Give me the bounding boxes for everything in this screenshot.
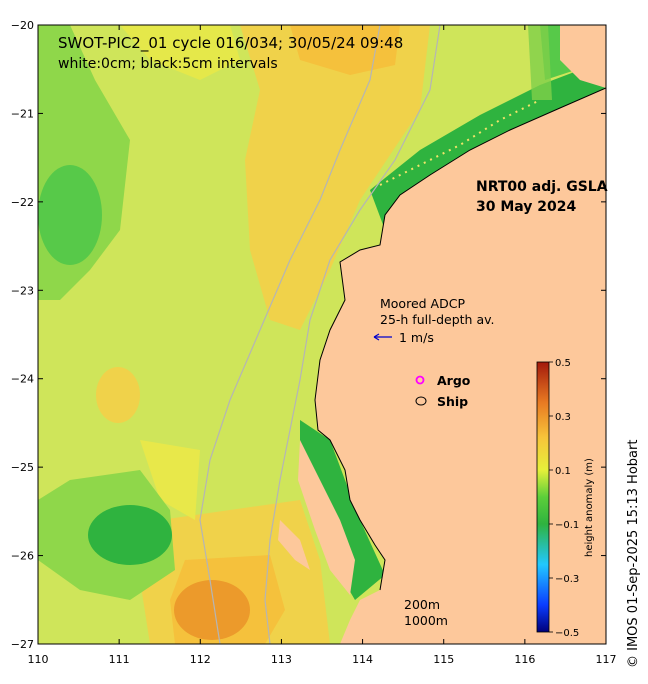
y-tick-label: −21: [11, 107, 34, 120]
depth-label-1000m: 1000m: [404, 613, 448, 628]
x-axis: 110 111 112 113 114 115 116 117: [28, 25, 617, 666]
colorbar-tick-label: 0.5: [555, 358, 571, 369]
arrow-head-icon: [373, 333, 380, 341]
swot-swath: [528, 25, 552, 100]
y-tick-label: −26: [11, 550, 34, 563]
y-tick-label: −22: [11, 196, 34, 209]
product-line-1: NRT00 adj. GSLA: [476, 179, 608, 195]
light-zone-nw: [120, 25, 240, 80]
y-axis: −20 −21 −22 −23 −24 −25 −26 −27: [11, 19, 606, 651]
land-northeast: [560, 25, 606, 88]
adcp-line-1: Moored ADCP: [380, 296, 465, 311]
land-australia: [315, 88, 606, 644]
colorbar-tick-label: 0.1: [555, 466, 571, 477]
title-line-2: white:0cm; black:5cm intervals: [58, 56, 278, 72]
x-tick-label: 115: [433, 653, 454, 666]
contour-200m: [264, 25, 441, 644]
x-tick-label: 113: [271, 653, 292, 666]
product-line-2: 30 May 2024: [476, 199, 577, 215]
shelf-band-gulf: [300, 420, 385, 600]
ship-marker-icon: [415, 396, 427, 406]
colorbar-tick-label: −0.3: [555, 574, 579, 585]
colorbar-tick-label: −0.5: [555, 628, 579, 639]
colorbar-ticks: 0.5 0.3 0.1 −0.1 −0.3 −0.5: [549, 358, 579, 639]
y-tick-label: −27: [11, 638, 34, 651]
y-tick-label: −25: [11, 461, 34, 474]
y-tick-label: −24: [11, 373, 34, 386]
map-area: [38, 25, 606, 644]
warm-zone-north: [240, 25, 430, 330]
depth-label-200m: 200m: [404, 597, 440, 612]
x-tick-label: 114: [352, 653, 373, 666]
legend-ship: Ship: [437, 394, 468, 409]
credit-text: © IMOS 01-Sep-2025 15:13 Hobart: [626, 440, 641, 668]
x-tick-label: 117: [596, 653, 617, 666]
title-line-1: SWOT-PIC2_01 cycle 016/034; 30/05/24 09:…: [58, 34, 403, 53]
legend-argo: Argo: [437, 373, 471, 388]
cool-eddy-west: [38, 165, 102, 265]
colorbar-tick-label: −0.1: [555, 520, 579, 531]
warm-eddy-west: [96, 367, 140, 423]
x-tick-label: 111: [109, 653, 130, 666]
glider-track: [379, 99, 541, 186]
adcp-line-2: 25-h full-depth av.: [380, 312, 495, 327]
colorbar-title: height anomaly (m): [584, 458, 595, 557]
argo-marker-icon: [415, 375, 425, 385]
colorbar-tick-label: 0.3: [555, 412, 571, 423]
x-tick-label: 116: [514, 653, 535, 666]
land-peninsula: [298, 440, 355, 595]
plot-frame: [37, 24, 607, 645]
adcp-scale-label: 1 m/s: [399, 330, 434, 345]
x-tick-label: 110: [28, 653, 49, 666]
x-tick-label: 112: [190, 653, 211, 666]
contour-1000m: [199, 25, 381, 644]
land-island: [278, 520, 310, 570]
warm-core-north: [290, 25, 400, 75]
coastline: [314, 87, 606, 591]
light-zone-west: [140, 440, 200, 520]
y-tick-label: −23: [11, 284, 34, 297]
hot-core-south: [174, 580, 250, 640]
colorbar: [536, 361, 550, 633]
y-tick-label: −20: [11, 19, 34, 32]
cold-eddy-sw: [88, 505, 172, 565]
